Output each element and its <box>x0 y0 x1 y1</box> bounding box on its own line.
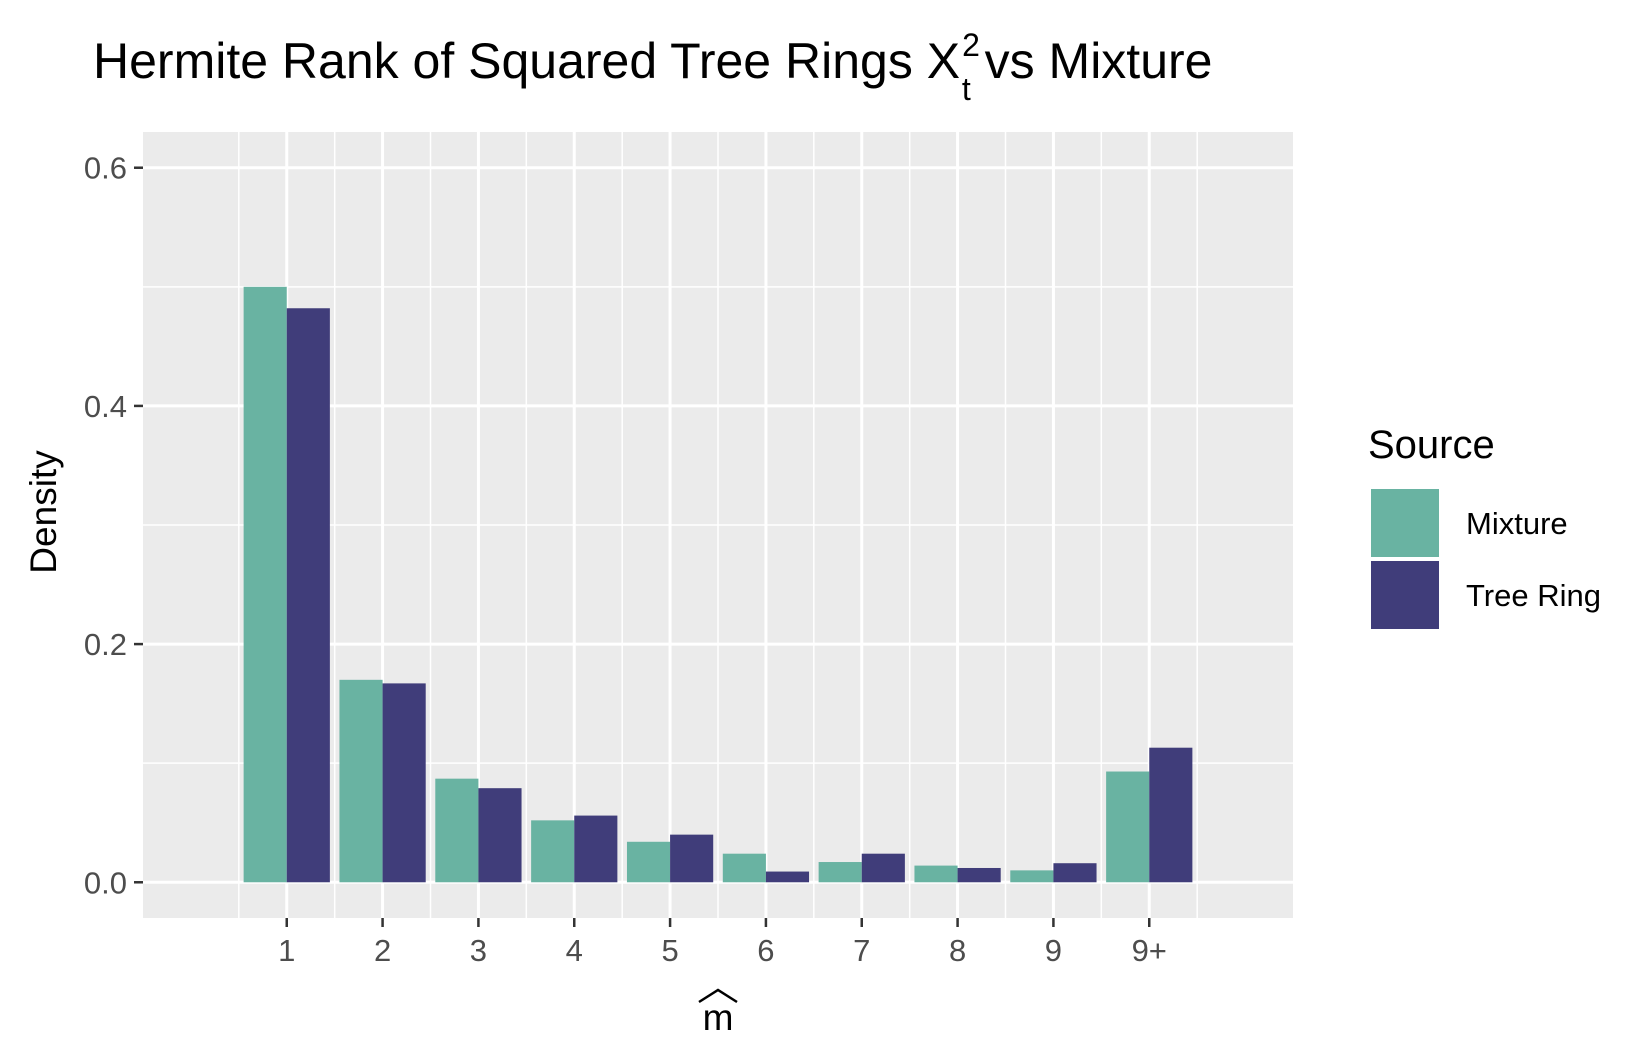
x-axis-title-text: m <box>703 997 734 1038</box>
y-axis-title: Density <box>23 450 64 574</box>
bars <box>243 286 1193 883</box>
bar-mixture-2 <box>339 679 383 883</box>
y-tick-label: 0.2 <box>84 627 127 662</box>
bar-tree-ring-9+ <box>1149 747 1193 883</box>
bar-tree-ring-1 <box>286 308 330 883</box>
legend-swatch-tree-ring <box>1369 559 1441 631</box>
x-tick-label: 9 <box>1045 933 1062 968</box>
bar-mixture-8 <box>914 865 958 883</box>
bar-mixture-4 <box>531 820 575 883</box>
minor-gridlines <box>143 132 1293 918</box>
hat-accent-icon <box>698 988 738 1004</box>
bar-mixture-7 <box>818 862 862 883</box>
chart-title-main: Hermite Rank of Squared Tree Rings X <box>93 33 960 89</box>
bar-tree-ring-8 <box>957 867 1001 883</box>
bar-tree-ring-9 <box>1053 863 1097 883</box>
x-tick-label: 8 <box>949 933 966 968</box>
chart-title-subscript: t <box>962 71 971 107</box>
y-tick-label: 0.4 <box>84 389 127 424</box>
legend: Source Mixture Tree Ring <box>1368 423 1601 631</box>
x-tick-label: 5 <box>661 933 678 968</box>
bar-mixture-3 <box>435 778 479 883</box>
legend-swatch-mixture <box>1369 487 1441 559</box>
bar-mixture-5 <box>626 841 671 883</box>
bar-tree-ring-6 <box>765 871 810 883</box>
bar-mixture-1 <box>243 286 287 883</box>
y-tick-label: 0.6 <box>84 151 127 186</box>
x-tick-label: 2 <box>374 933 391 968</box>
x-tick-label: 4 <box>566 933 583 968</box>
bar-tree-ring-4 <box>574 815 618 883</box>
major-gridlines <box>143 132 1293 918</box>
x-axis-title: m <box>698 988 738 1038</box>
legend-title: Source <box>1368 423 1495 467</box>
bar-mixture-6 <box>722 853 766 883</box>
x-tick-label: 6 <box>757 933 774 968</box>
x-tick-label: 7 <box>853 933 870 968</box>
x-axis: 1 2 3 4 5 6 7 8 9 9+ <box>278 918 1167 968</box>
chart-title-superscript: 2 <box>962 27 980 63</box>
bar-tree-ring-3 <box>478 788 522 883</box>
y-tick-label: 0.0 <box>84 865 127 900</box>
legend-items: Mixture Tree Ring <box>1369 487 1601 631</box>
bar-tree-ring-5 <box>670 834 714 883</box>
legend-label: Tree Ring <box>1466 578 1601 613</box>
x-tick-label: 3 <box>470 933 487 968</box>
x-tick-label: 9+ <box>1132 933 1167 968</box>
bar-mixture-9+ <box>1106 771 1150 883</box>
chart-title-suffix: vs Mixture <box>971 33 1213 89</box>
legend-label: Mixture <box>1466 506 1568 541</box>
x-tick-label: 1 <box>278 933 295 968</box>
bar-tree-ring-2 <box>382 683 426 883</box>
y-axis: 0.0 0.2 0.4 0.6 <box>84 151 143 900</box>
chart-title: Hermite Rank of Squared Tree Rings X2 t v… <box>93 27 1212 107</box>
bar-mixture-9 <box>1010 870 1054 883</box>
bar-tree-ring-7 <box>861 853 905 883</box>
